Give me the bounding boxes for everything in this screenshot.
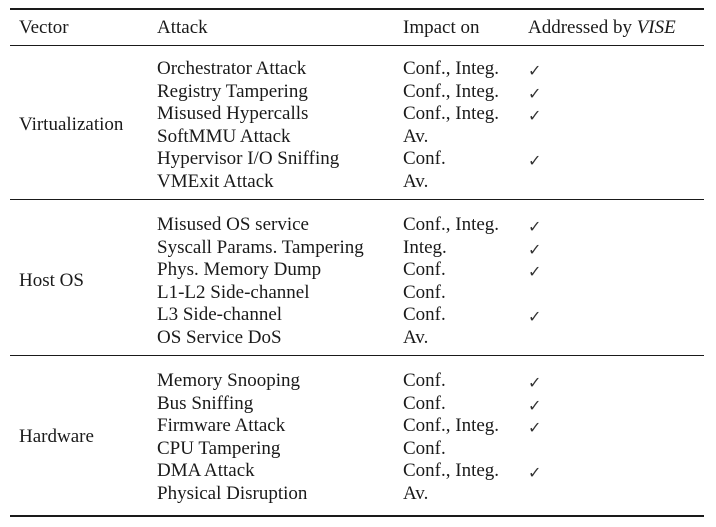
impact-value: Conf. — [403, 148, 446, 169]
header-impact: Impact on — [403, 17, 480, 38]
impact-value: Conf., Integ. — [403, 460, 500, 481]
attack-name: CPU Tampering — [157, 437, 281, 459]
impact-value: Conf. — [403, 392, 446, 414]
impact-value: Conf. — [403, 259, 446, 280]
header-addressed: Addressed by VISE — [528, 17, 676, 39]
header-vector: Vector — [19, 17, 69, 38]
check-icon: ✓ — [528, 83, 542, 103]
attack-name: Memory Snooping — [157, 370, 301, 391]
impact-value: Conf. — [403, 304, 446, 325]
attack-name: Syscall Params. Tampering — [157, 236, 364, 258]
check-icon: ✓ — [528, 106, 542, 125]
check-icon: ✓ — [528, 61, 542, 80]
attack-name: Hypervisor I/O Sniffing — [157, 148, 340, 169]
impact-value: Conf. — [403, 281, 446, 303]
check-icon: ✓ — [528, 373, 542, 392]
attack-name: SoftMMU Attack — [157, 125, 291, 147]
impact-value: Conf., Integ. — [403, 415, 500, 436]
impact-value: Conf., Integ. — [403, 58, 500, 79]
vector-label: Host OS — [19, 270, 84, 292]
impact-value: Av. — [403, 482, 429, 504]
check-icon: ✓ — [528, 307, 542, 326]
impact-value: Conf. — [403, 437, 446, 459]
bottom-rule — [10, 515, 704, 517]
check-icon: ✓ — [528, 239, 542, 259]
check-icon: ✓ — [528, 463, 542, 482]
impact-value: Integ. — [403, 236, 447, 258]
vector-label: Virtualization — [19, 114, 124, 136]
top-rule — [10, 8, 704, 10]
attack-name: OS Service DoS — [157, 326, 282, 348]
check-icon: ✓ — [528, 418, 542, 437]
impact-value: Conf., Integ. — [403, 103, 500, 124]
attack-name: VMExit Attack — [157, 170, 274, 192]
group-separator — [10, 199, 704, 200]
attack-name: L3 Side-channel — [157, 304, 283, 325]
vector-label: Hardware — [19, 426, 94, 448]
attack-name: Registry Tampering — [157, 80, 308, 102]
check-icon: ✓ — [528, 262, 542, 281]
impact-value: Av. — [403, 326, 429, 348]
attack-name: Orchestrator Attack — [157, 58, 307, 79]
header-rule — [10, 45, 704, 46]
attack-name: Misused OS service — [157, 214, 309, 235]
impact-value: Av. — [403, 170, 429, 192]
attack-name: L1-L2 Side-channel — [157, 281, 310, 303]
attack-name: Physical Disruption — [157, 482, 308, 504]
impact-value: Av. — [403, 125, 429, 147]
attack-name: Phys. Memory Dump — [157, 259, 322, 280]
attack-name: Misused Hypercalls — [157, 103, 309, 124]
attack-name: DMA Attack — [157, 460, 255, 481]
header-addressed-name: VISE — [636, 17, 676, 38]
impact-value: Conf. — [403, 370, 446, 391]
header-addressed-prefix: Addressed by — [528, 17, 637, 38]
attack-name: Bus Sniffing — [157, 392, 254, 414]
attack-name: Firmware Attack — [157, 415, 286, 436]
impact-value: Conf., Integ. — [403, 214, 500, 235]
header-attack: Attack — [157, 17, 208, 38]
impact-value: Conf., Integ. — [403, 80, 500, 102]
check-icon: ✓ — [528, 217, 542, 236]
check-icon: ✓ — [528, 395, 542, 415]
check-icon: ✓ — [528, 151, 542, 170]
group-separator — [10, 355, 704, 356]
